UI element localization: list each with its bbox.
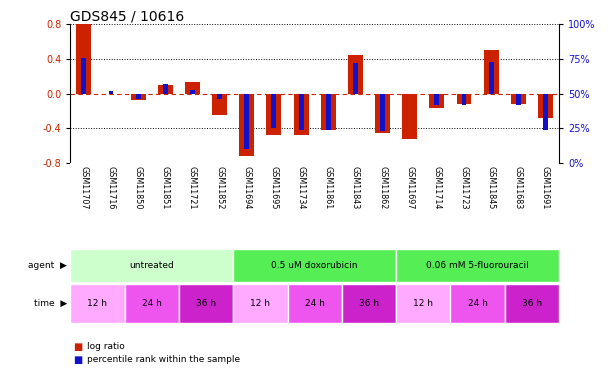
Bar (375, 94, 390, 133)
Bar (158, 85, 173, 94)
Bar (543, 94, 548, 130)
Bar (321, 94, 335, 130)
Bar (348, 55, 363, 94)
Bar (299, 94, 304, 130)
Bar (380, 94, 385, 131)
Text: GSM11695: GSM11695 (269, 166, 279, 209)
Text: percentile rank within the sample: percentile rank within the sample (87, 356, 240, 364)
Bar (456, 94, 472, 104)
Text: ■: ■ (73, 342, 82, 352)
Text: 12 h: 12 h (87, 299, 108, 308)
Bar (484, 50, 499, 94)
Bar (240, 94, 254, 156)
Text: GSM11683: GSM11683 (514, 166, 523, 209)
Bar (353, 63, 358, 94)
Text: GSM11851: GSM11851 (161, 166, 170, 209)
Text: GSM11721: GSM11721 (188, 166, 197, 209)
Bar (212, 94, 227, 116)
Bar (70, 284, 125, 323)
Bar (163, 84, 168, 94)
Text: 0.5 uM doxorubicin: 0.5 uM doxorubicin (271, 261, 358, 270)
Text: untreated: untreated (130, 261, 174, 270)
Bar (294, 94, 309, 135)
Bar (489, 62, 494, 94)
Text: GSM11716: GSM11716 (106, 166, 115, 209)
Bar (136, 94, 141, 99)
Bar (430, 94, 444, 108)
Bar (266, 94, 282, 135)
Text: 36 h: 36 h (196, 299, 216, 308)
Bar (516, 94, 521, 105)
Text: 24 h: 24 h (305, 299, 324, 308)
Text: GSM11691: GSM11691 (541, 166, 550, 209)
Bar (190, 90, 195, 94)
Text: 36 h: 36 h (522, 299, 542, 308)
Text: GSM11850: GSM11850 (134, 166, 142, 209)
Text: 12 h: 12 h (251, 299, 270, 308)
Text: time  ▶: time ▶ (34, 299, 67, 308)
Bar (217, 94, 222, 99)
Bar (538, 94, 553, 118)
Text: GSM11852: GSM11852 (215, 166, 224, 209)
Bar (233, 284, 288, 323)
Text: GSM11861: GSM11861 (324, 166, 333, 209)
Text: 24 h: 24 h (142, 299, 162, 308)
Bar (125, 284, 179, 323)
Text: 12 h: 12 h (413, 299, 433, 308)
Text: 24 h: 24 h (467, 299, 488, 308)
Bar (505, 284, 559, 323)
Text: GSM11697: GSM11697 (405, 166, 414, 209)
Bar (244, 94, 249, 149)
Bar (76, 24, 91, 94)
Text: GSM11843: GSM11843 (351, 166, 360, 209)
Bar (402, 94, 417, 139)
Text: ■: ■ (73, 355, 82, 365)
Text: 0.06 mM 5-fluorouracil: 0.06 mM 5-fluorouracil (426, 261, 529, 270)
Bar (342, 284, 396, 323)
Text: GDS845 / 10616: GDS845 / 10616 (70, 9, 185, 23)
Text: GSM11862: GSM11862 (378, 166, 387, 209)
Bar (511, 94, 526, 104)
Bar (396, 249, 559, 282)
Text: 36 h: 36 h (359, 299, 379, 308)
Text: GSM11707: GSM11707 (79, 166, 89, 209)
Bar (461, 94, 466, 105)
Text: GSM11845: GSM11845 (487, 166, 496, 209)
Bar (450, 284, 505, 323)
Bar (179, 284, 233, 323)
Bar (185, 82, 200, 94)
Bar (233, 249, 396, 282)
Text: GSM11723: GSM11723 (459, 166, 469, 209)
Bar (326, 94, 331, 130)
Bar (131, 94, 145, 100)
Bar (271, 94, 276, 128)
Bar (109, 91, 114, 94)
Text: log ratio: log ratio (87, 342, 125, 351)
Text: agent  ▶: agent ▶ (28, 261, 67, 270)
Text: GSM11694: GSM11694 (243, 166, 251, 209)
Bar (70, 249, 233, 282)
Bar (396, 284, 450, 323)
Bar (288, 284, 342, 323)
Text: GSM11734: GSM11734 (296, 166, 306, 209)
Bar (81, 58, 86, 94)
Bar (434, 94, 439, 105)
Text: GSM11714: GSM11714 (433, 166, 441, 209)
